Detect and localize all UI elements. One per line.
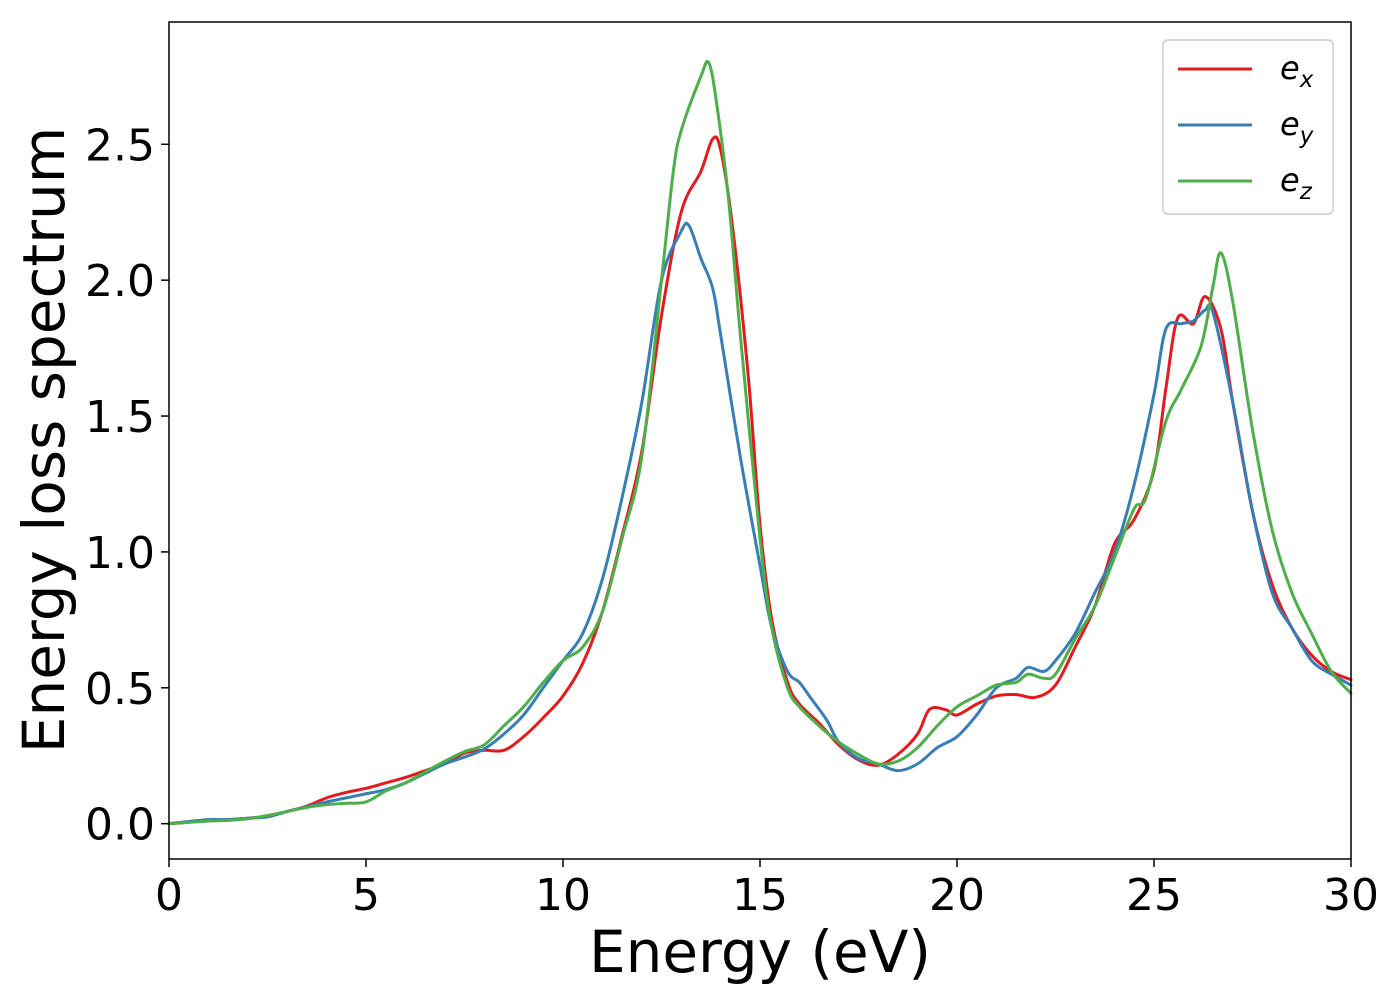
x-tick-label: 5 (352, 870, 380, 921)
x-tick-label: 20 (929, 870, 985, 921)
x-tick-label: 10 (535, 870, 591, 921)
y-axis-ticks: 0.0 0.5 1.0 1.5 2.0 2.5 (85, 120, 169, 851)
series-line-e-z (167, 59, 1353, 826)
legend-box (1162, 39, 1334, 215)
legend: ex ey ez (1162, 39, 1334, 215)
x-tick-label: 30 (1323, 870, 1379, 921)
legend-label-e-x: ex (1280, 49, 1314, 93)
x-axis-label: Energy (eV) (589, 918, 931, 986)
legend-label-e-z: ez (1280, 161, 1313, 205)
y-tick-label: 2.0 (85, 256, 155, 307)
y-tick-label: 1.0 (85, 528, 155, 579)
x-tick-label: 25 (1126, 870, 1182, 921)
y-tick-label: 0.0 (85, 800, 155, 851)
y-tick-label: 2.5 (85, 120, 155, 171)
y-tick-label: 0.5 (85, 664, 155, 715)
legend-label-e-y: ey (1280, 105, 1314, 149)
x-tick-label: 0 (155, 870, 183, 921)
x-axis-ticks: 0 5 10 15 20 25 30 (155, 859, 1379, 921)
y-axis-label: Energy loss spectrum (10, 127, 78, 753)
y-tick-label: 1.5 (85, 392, 155, 443)
x-tick-label: 15 (732, 870, 788, 921)
series-line-e-x (167, 135, 1353, 826)
series-layer (167, 59, 1353, 826)
